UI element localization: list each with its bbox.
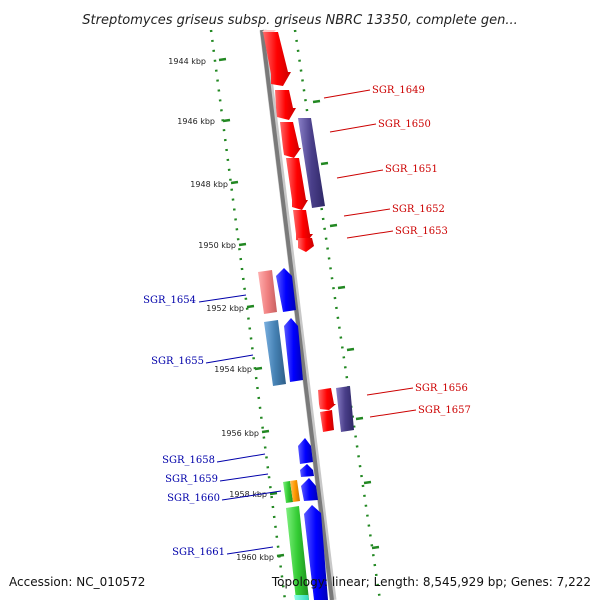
scale-tick [218,57,227,62]
gene-partial-top[interactable] [262,30,276,32]
leader-line [343,208,391,217]
scale-tick [329,223,338,228]
accession-label: Accession: NC_010572 [9,575,145,589]
gene-label-sgr-1657[interactable]: SGR_1657 [418,405,471,416]
scale-tick [238,242,247,247]
leader-line [329,123,377,133]
gene-label-sgr-1651[interactable]: SGR_1651 [385,164,438,175]
reverse-gene-labels: SGR_1654 SGR_1655 SGR_1658 SGR_1659 SGR_… [143,295,225,558]
gene-label-leaders [198,89,417,555]
gene-label-sgr-1656[interactable]: SGR_1656 [415,383,468,394]
gene-arrow-1654[interactable] [276,268,296,312]
gene-label-sgr-1652[interactable]: SGR_1652 [392,204,445,215]
gene-label-sgr-1655[interactable]: SGR_1655 [151,356,204,367]
scale-label-1954: 1954 kbp [214,365,252,374]
scale-label-1950: 1950 kbp [198,241,236,250]
gene-arrow-1655[interactable] [284,318,303,382]
scale-tick [276,553,285,558]
gene-arrow-1651[interactable] [286,158,308,210]
gene-block-1655-steel[interactable] [264,320,286,386]
scale-label-1944: 1944 kbp [168,57,206,66]
genome-axis [260,29,334,600]
leader-line [198,294,247,303]
scale-ruler: 1944 kbp 1946 kbp 1948 kbp 1950 kbp 1952… [168,57,285,562]
scale-tick [320,161,329,166]
gene-arrow-1653[interactable] [298,238,314,252]
gene-arrow-1659[interactable] [300,464,314,477]
gene-block-1660-green[interactable] [283,481,293,503]
forward-gene-labels: SGR_1649 SGR_1650 SGR_1651 SGR_1652 SGR_… [372,85,471,416]
scale-tick [371,545,380,550]
genome-title: Streptomyces griseus subsp. griseus NBRC… [82,13,517,28]
scale-tick [230,180,239,185]
leader-line [369,409,417,418]
topology-label: Topology: linear; Length: 8,545,929 bp; … [271,575,591,589]
scale-tick [261,429,270,434]
scale-label-1958: 1958 kbp [229,490,267,499]
gene-label-sgr-1658[interactable]: SGR_1658 [162,455,215,466]
leader-line [226,546,274,555]
gene-arrow-1658[interactable] [298,438,313,464]
gene-block-1650-cog[interactable] [298,118,325,208]
leader-line [205,354,254,364]
gene-label-sgr-1659[interactable]: SGR_1659 [165,474,218,485]
scale-tick [222,118,231,123]
scale-tick [346,347,355,352]
gene-block-1654-pink[interactable] [258,270,277,314]
scale-tick [254,366,263,371]
scale-label-1952: 1952 kbp [206,304,244,313]
gene-block-1657[interactable] [336,386,354,432]
leader-line [216,453,266,463]
gene-partial-bottom[interactable] [294,595,309,600]
scale-tick [312,99,321,104]
gene-arrow-1660[interactable] [301,478,318,501]
scale-tick [246,304,255,309]
scale-tick [269,491,278,496]
leader-line [336,169,384,179]
right-guide-line [293,29,382,600]
scale-tick [355,416,364,421]
leader-line [219,473,269,482]
gene-arrow-1649[interactable] [275,90,296,120]
gene-label-sgr-1649[interactable]: SGR_1649 [372,85,425,96]
scale-tick [337,285,346,290]
reverse-strand-genes [258,268,328,600]
leader-line [346,230,394,239]
gene-arrow-1661[interactable] [304,505,328,600]
gene-arrow-1650[interactable] [280,122,301,158]
gene-arrow-1652[interactable] [293,210,313,242]
scale-tick [363,480,372,485]
gene-label-sgr-1661[interactable]: SGR_1661 [172,547,225,558]
leader-line [221,490,282,501]
leader-line [366,387,414,396]
gene-arrow-1648[interactable] [263,32,291,86]
scale-label-1960: 1960 kbp [236,553,274,562]
leader-line [323,89,371,99]
gene-label-sgr-1660[interactable]: SGR_1660 [167,493,220,504]
gene-arrow-1656[interactable] [318,388,336,410]
scale-label-1956: 1956 kbp [221,429,259,438]
forward-strand-genes [262,30,354,432]
scale-label-1948: 1948 kbp [190,180,228,189]
scale-label-1946: 1946 kbp [177,117,215,126]
gene-label-sgr-1654[interactable]: SGR_1654 [143,295,196,306]
gene-label-sgr-1650[interactable]: SGR_1650 [378,119,431,130]
gene-block-1656b[interactable] [320,410,334,432]
right-ruler-ticks [312,99,380,550]
gene-block-1661-green[interactable] [286,506,309,600]
gene-block-1660-orange[interactable] [290,480,300,502]
gene-label-sgr-1653[interactable]: SGR_1653 [395,226,448,237]
